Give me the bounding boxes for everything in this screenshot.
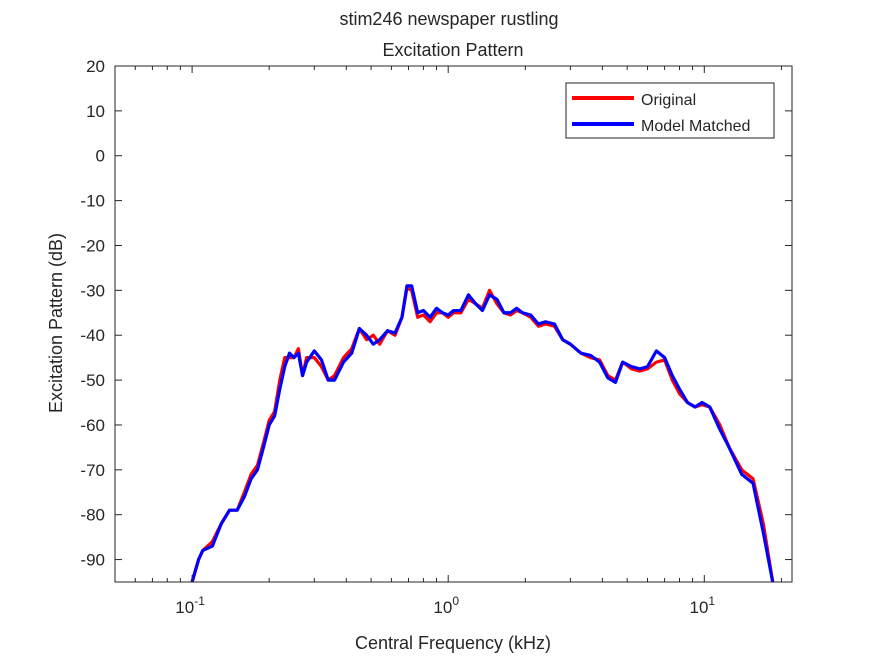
y-tick-label: -80 — [80, 506, 105, 525]
y-axis-label: Excitation Pattern (dB) — [46, 233, 66, 413]
chart-subtitle: Excitation Pattern — [382, 40, 523, 60]
x-tick-label: 100 — [433, 594, 459, 617]
series-layer — [190, 284, 775, 582]
y-tick-label: 10 — [86, 102, 105, 121]
x-axis-label: Central Frequency (kHz) — [355, 633, 551, 653]
y-tick-label: -90 — [80, 551, 105, 570]
legend-box — [565, 82, 775, 139]
legend: Original Model Matched — [565, 82, 775, 139]
x-tick-exponent: -1 — [194, 594, 205, 608]
plot-frame — [114, 65, 793, 583]
chart-title: stim246 newspaper rustling — [339, 9, 558, 29]
legend-label-model-matched: Model Matched — [641, 118, 750, 135]
x-tick-base: 10 — [433, 598, 452, 617]
y-tick-label: -70 — [80, 461, 105, 480]
series-line-model-matched — [190, 284, 775, 582]
y-tick-label: -40 — [80, 326, 105, 345]
y-tick-label: 20 — [86, 57, 105, 76]
x-tick-base: 10 — [175, 598, 194, 617]
x-tick-base: 10 — [689, 598, 708, 617]
x-tick-exponent: 1 — [708, 594, 715, 608]
y-tick-label: -20 — [80, 236, 105, 255]
y-tick-label: 0 — [96, 147, 105, 166]
y-tick-label: -50 — [80, 371, 105, 390]
y-tick-label: -10 — [80, 192, 105, 211]
y-tick-label: -30 — [80, 281, 105, 300]
series-line-original — [190, 286, 775, 582]
y-tick-label: -60 — [80, 416, 105, 435]
x-tick-label: 10-1 — [175, 594, 205, 617]
x-tick-exponent: 0 — [452, 594, 459, 608]
legend-label-original: Original — [641, 92, 696, 109]
x-tick-label: 101 — [689, 594, 715, 617]
